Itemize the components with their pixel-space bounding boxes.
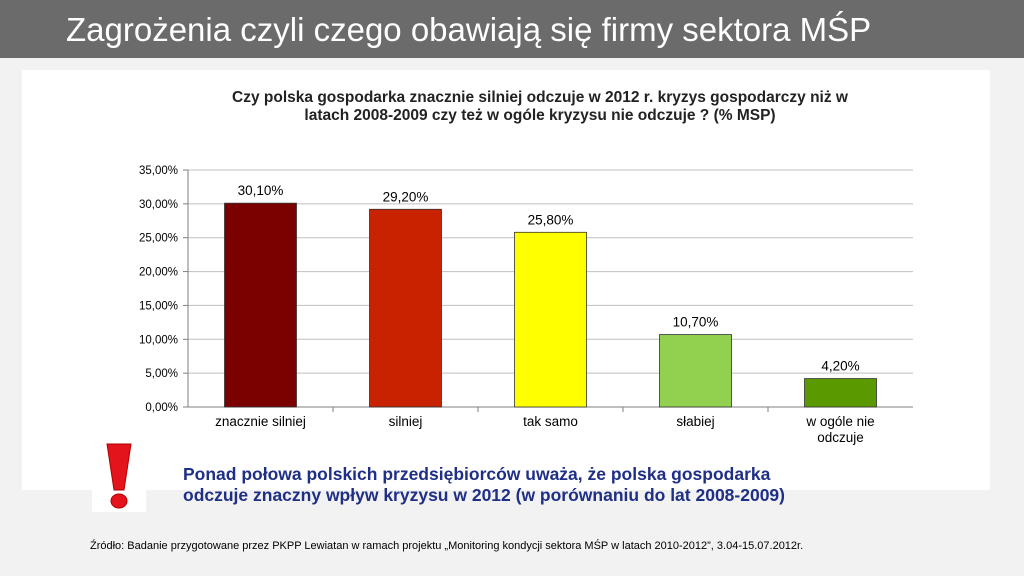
x-tick-label: znacznie silniej — [215, 414, 306, 429]
x-tick-label: silniej — [389, 414, 423, 429]
y-tick-label: 5,00% — [145, 368, 178, 380]
key-finding-line-2: odczuje znaczny wpływ kryzysu w 2012 (w … — [183, 485, 785, 505]
bar — [224, 202, 297, 408]
y-tick-label: 15,00% — [139, 300, 178, 312]
chart-title-line-2: latach 2008-2009 czy też w ogóle kryzysu… — [304, 107, 776, 124]
bar — [804, 378, 877, 408]
x-tick-label: w ogóle nie — [805, 414, 874, 429]
slide-title: Zagrożenia czyli czego obawiają się firm… — [66, 11, 872, 48]
bar-value-label: 4,20% — [821, 359, 859, 374]
bar — [369, 208, 442, 408]
y-tick-label: 35,00% — [139, 165, 178, 177]
exclamation-mark-icon — [92, 440, 146, 512]
bar-value-label: 25,80% — [528, 212, 574, 227]
x-tick-label: słabiej — [676, 414, 714, 429]
key-finding-note: Ponad połowa polskich przedsiębiorców uw… — [183, 464, 903, 506]
x-tick-label: tak samo — [523, 414, 578, 429]
chart-panel — [22, 70, 990, 490]
y-tick-label: 10,00% — [139, 334, 178, 346]
source-note: Źródło: Badanie przygotowane przez PKPP … — [90, 540, 804, 552]
x-tick-label: odczuje — [817, 430, 864, 445]
title-bar: Zagrożenia czyli czego obawiają się firm… — [0, 0, 1024, 58]
chart-title-line-1: Czy polska gospodarka znacznie silniej o… — [232, 89, 848, 106]
bar — [659, 334, 732, 408]
y-tick-label: 20,00% — [139, 267, 178, 279]
y-tick-label: 25,00% — [139, 233, 178, 245]
bar-value-label: 30,10% — [238, 183, 284, 198]
chart-title: Czy polska gospodarka znacznie silniej o… — [140, 89, 940, 125]
bar-value-label: 29,20% — [383, 189, 429, 204]
bar — [514, 231, 587, 408]
y-tick-label: 30,00% — [139, 199, 178, 211]
y-tick-label: 0,00% — [145, 402, 178, 414]
key-finding-line-1: Ponad połowa polskich przedsiębiorców uw… — [183, 464, 771, 484]
bar-value-label: 10,70% — [673, 315, 719, 330]
